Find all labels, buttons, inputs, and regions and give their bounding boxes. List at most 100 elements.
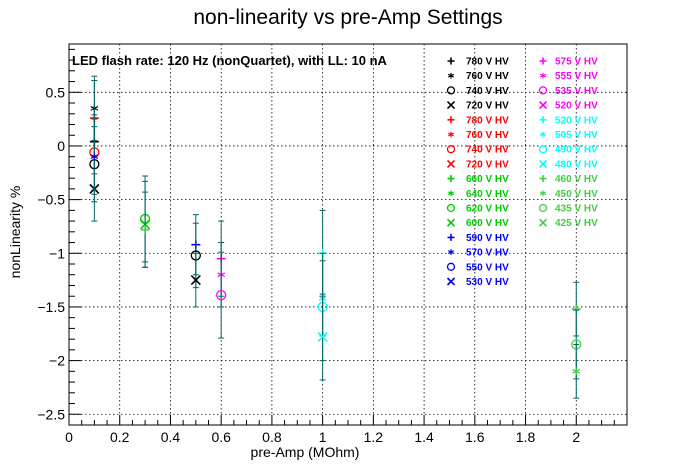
- x-tick-label: 0.4: [161, 429, 181, 445]
- legend-entry: 570 V HV: [447, 248, 509, 259]
- legend-entry: 600 V HV: [446, 218, 509, 229]
- point-marker: [317, 331, 328, 343]
- legend-label: 460 V HV: [555, 174, 598, 185]
- legend-marker: [538, 101, 548, 110]
- x-tick-label: 1.2: [364, 429, 384, 445]
- legend-marker: [539, 72, 547, 79]
- legend-entry: 640 V HV: [447, 189, 509, 200]
- legend-entry: 760 V HV: [447, 71, 509, 82]
- star-marker: [539, 72, 547, 79]
- data-point: [572, 344, 581, 399]
- y-tick-label: −2.5: [37, 406, 65, 422]
- circle-marker: [538, 203, 548, 213]
- legend-entry: 530 V HV: [446, 277, 509, 288]
- y-tick-label: −0.5: [37, 192, 65, 208]
- legend-label: 590 V HV: [466, 233, 509, 244]
- legend-entry: 620 V HV: [446, 203, 509, 215]
- data-points: [89, 75, 582, 399]
- x-tick-label: 0.6: [211, 429, 231, 445]
- legend-label: 740 V HV: [466, 86, 509, 97]
- cross-marker: [538, 218, 548, 227]
- legend-label: 535 V HV: [555, 86, 598, 97]
- legend-label: 740 V HV: [466, 145, 509, 156]
- data-point: [216, 251, 227, 339]
- legend-entry: 780 V HV: [447, 57, 509, 68]
- legend-marker: [539, 175, 547, 183]
- legend-entry: 460 V HV: [539, 174, 598, 185]
- legend-marker: [446, 159, 456, 168]
- circle-marker: [446, 203, 456, 213]
- legend-marker: [446, 203, 456, 213]
- legend-label: 780 V HV: [466, 57, 509, 68]
- legend-label: 780 V HV: [466, 115, 509, 126]
- legend-label: 640 V HV: [466, 189, 509, 200]
- x-tick-label: 1.6: [465, 429, 485, 445]
- legend-label: 550 V HV: [466, 262, 509, 273]
- legend-entry: 550 V HV: [446, 262, 509, 273]
- y-tick-label: −1.5: [37, 299, 65, 315]
- x-tick-label: 1.8: [516, 429, 536, 445]
- point-marker: [190, 275, 201, 286]
- legend-entry: 490 V HV: [538, 145, 598, 156]
- legend-entry: 520 V HV: [538, 101, 598, 112]
- legend-entry: 535 V HV: [538, 86, 598, 97]
- cross-marker: [446, 101, 456, 110]
- legend-label: 490 V HV: [555, 145, 598, 156]
- star-marker: [539, 190, 547, 197]
- cross-marker: [446, 159, 456, 168]
- x-tick-labels: 0 0.2 0.4 0.6 0.8 1 1.2 1.4 1.6 1.8 2: [65, 429, 580, 445]
- legend-label: 435 V HV: [555, 204, 598, 215]
- legend-marker: [446, 145, 456, 154]
- data-point: [140, 191, 150, 268]
- plus-marker: [539, 57, 547, 65]
- x-tick-label: 0: [65, 429, 73, 445]
- legend-label: 555 V HV: [555, 71, 598, 82]
- legend-marker: [539, 116, 547, 124]
- legend-marker: [447, 72, 455, 79]
- legend-marker: [539, 131, 547, 138]
- legend-marker: [446, 262, 456, 271]
- legend: 780 V HV 760 V HV 740 V HV 720 V HV 780 V HV…: [446, 57, 598, 288]
- circle-marker: [446, 86, 456, 95]
- circle-marker: [538, 86, 548, 95]
- data-point: [90, 118, 99, 195]
- plus-marker: [539, 116, 547, 124]
- legend-marker: [538, 145, 548, 154]
- legend-label: 425 V HV: [555, 218, 598, 229]
- legend-entry: 450 V HV: [539, 189, 598, 200]
- legend-label: 620 V HV: [466, 204, 509, 215]
- legend-entry: 425 V HV: [538, 218, 598, 229]
- cross-marker: [538, 159, 548, 168]
- x-tick-label: 0.2: [110, 429, 130, 445]
- legend-entry: 590 V HV: [447, 233, 509, 244]
- plus-marker: [447, 116, 455, 124]
- plus-marker: [447, 233, 455, 241]
- x-tick-label: 1: [319, 429, 327, 445]
- legend-label: 760 V HV: [466, 71, 509, 82]
- legend-label: 480 V HV: [555, 159, 598, 170]
- legend-entry: 760 V HV: [447, 130, 509, 141]
- legend-label: 600 V HV: [466, 218, 509, 229]
- cross-marker: [446, 218, 456, 227]
- x-tick-label: 0.8: [262, 429, 282, 445]
- legend-entry: 720 V HV: [446, 101, 509, 112]
- legend-entry: 660 V HV: [447, 174, 509, 185]
- star-marker: [447, 72, 455, 79]
- legend-marker: [447, 249, 455, 255]
- legend-entry: 780 V HV: [447, 115, 509, 126]
- point-marker: [90, 153, 99, 161]
- chart-title: non-linearity vs pre-Amp Settings: [193, 6, 502, 29]
- legend-entry: 480 V HV: [538, 159, 598, 170]
- legend-label: 660 V HV: [466, 174, 509, 185]
- legend-marker: [447, 131, 455, 138]
- point-marker: [216, 289, 227, 301]
- legend-entry: 555 V HV: [539, 71, 598, 82]
- x-axis-label: pre-Amp (MOhm): [251, 444, 360, 460]
- axis-ticks: [68, 48, 615, 426]
- legend-marker: [447, 175, 455, 183]
- legend-label: 530 V HV: [466, 277, 509, 288]
- star-marker: [539, 131, 547, 138]
- legend-label: 505 V HV: [555, 130, 598, 141]
- plus-marker: [447, 57, 455, 65]
- legend-entry: 575 V HV: [539, 57, 598, 68]
